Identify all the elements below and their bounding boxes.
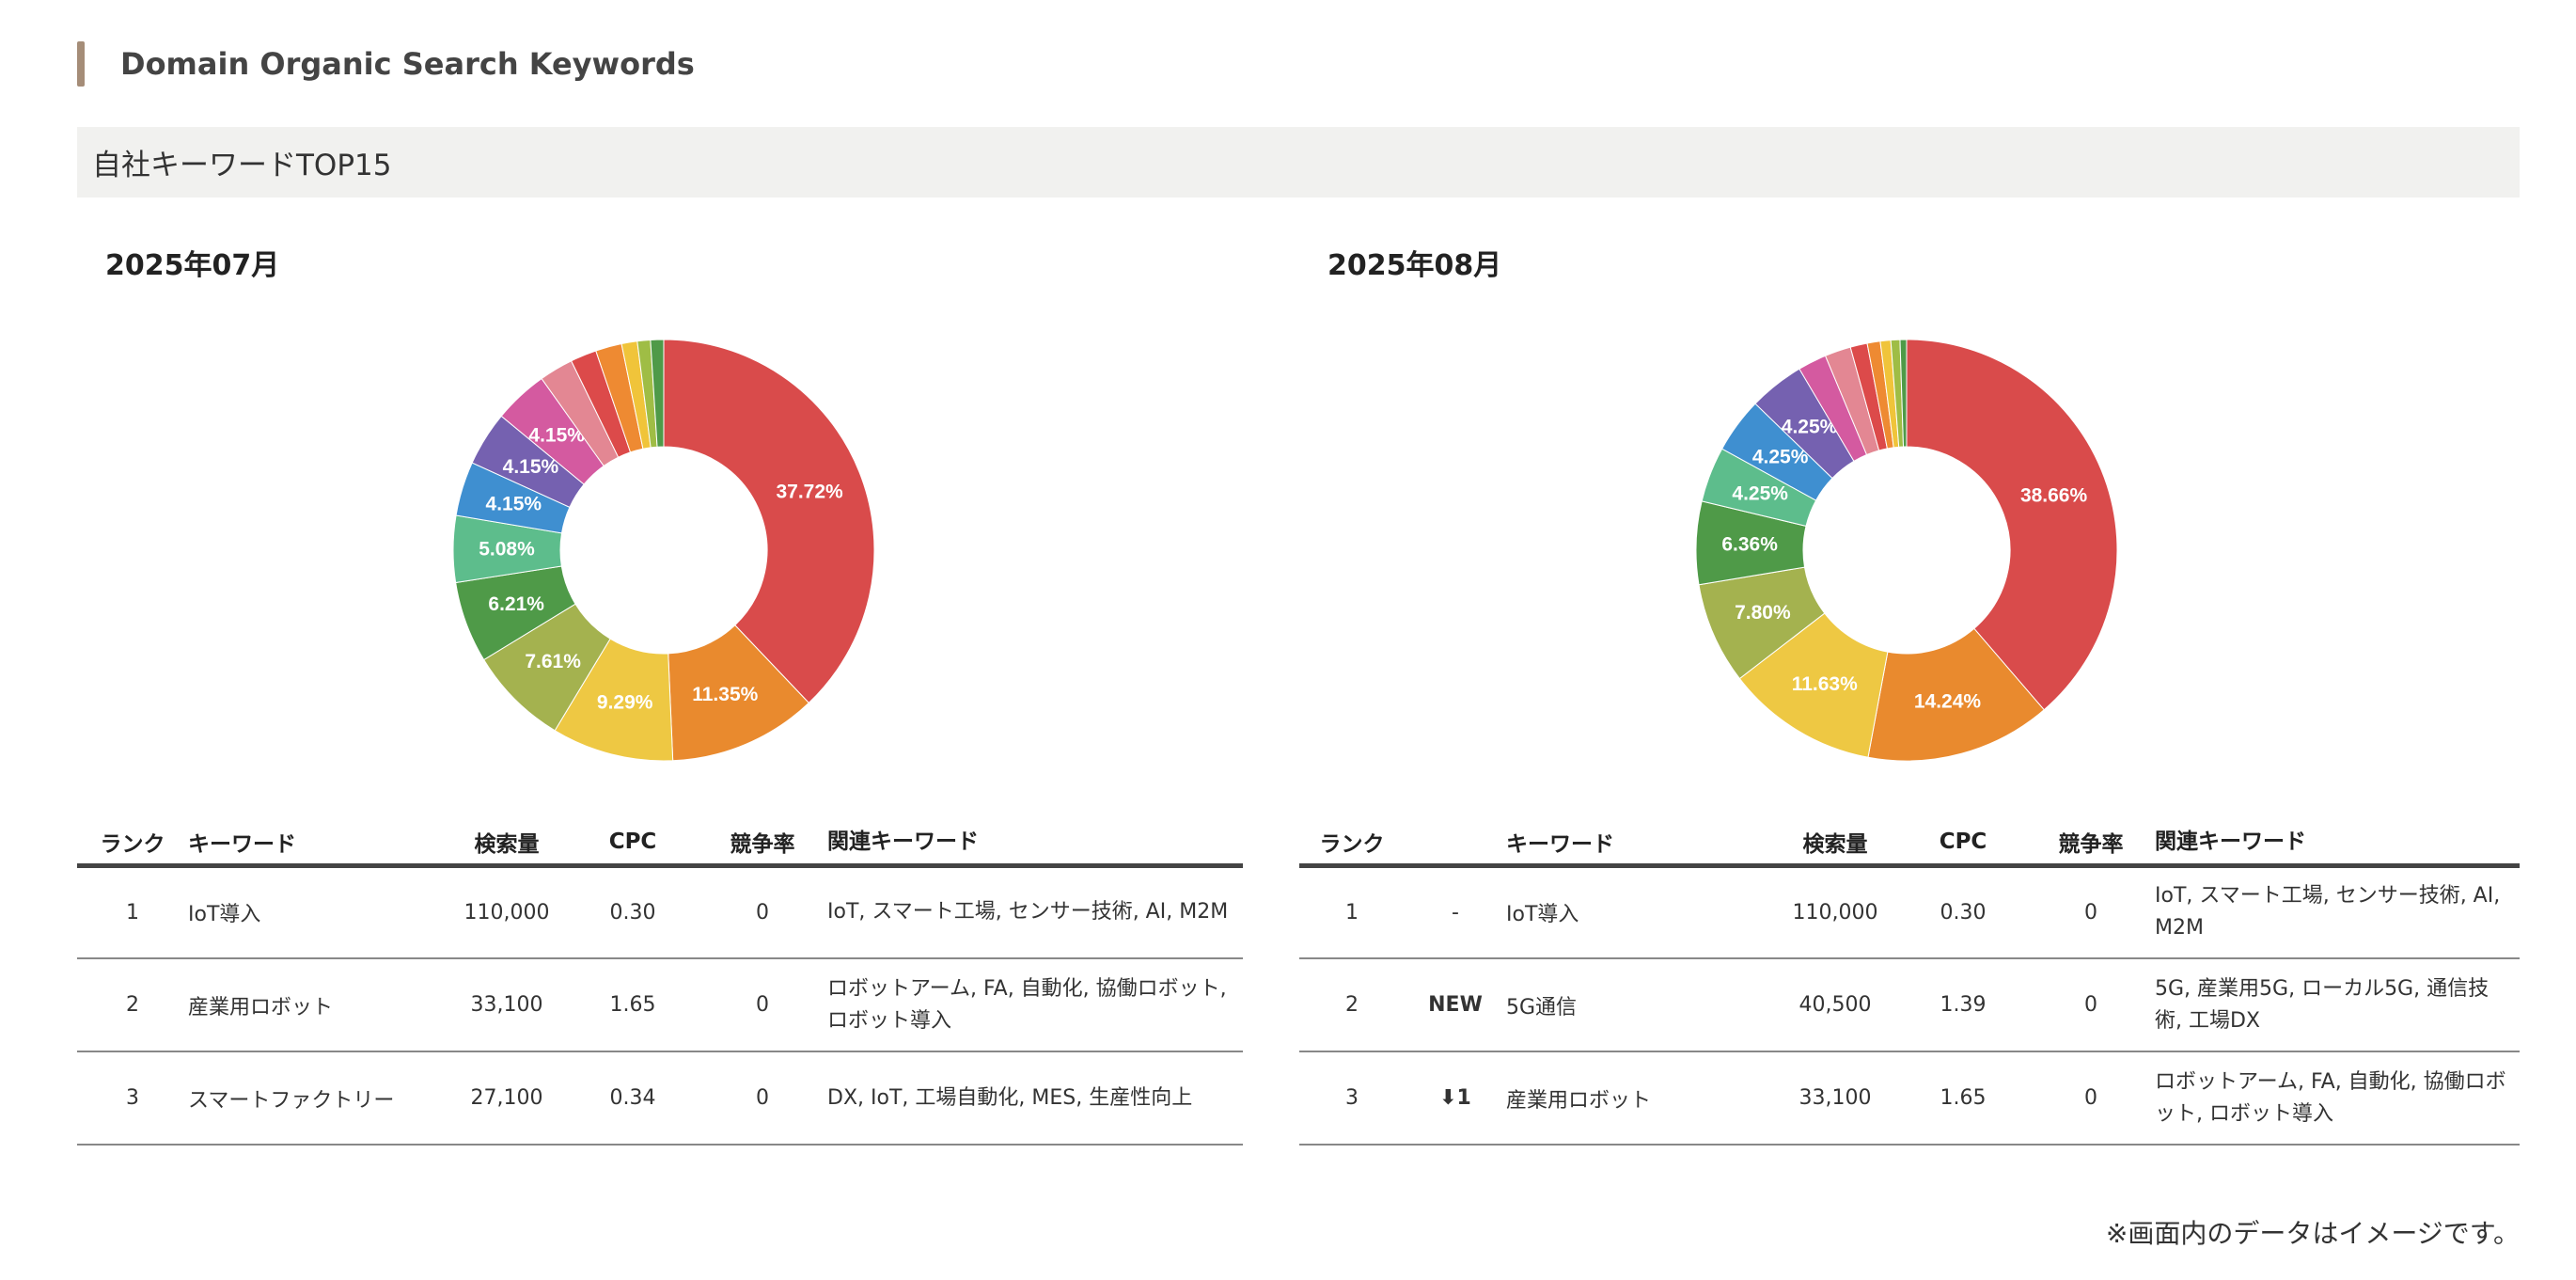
table-row: 3 ⬇1 産業用ロボット 33,100 1.65 0 ロボットアーム, FA, …	[1299, 1051, 2520, 1146]
cell-volume: 33,100	[446, 958, 568, 1052]
month-label: 2025年08月	[1327, 249, 1502, 282]
slice-label-1: 37.72%	[776, 482, 843, 503]
col-rank: ランク	[1299, 820, 1405, 868]
col-related: 関連キーワード	[2155, 820, 2520, 868]
month-label: 2025年07月	[105, 249, 280, 282]
donut-slice-1	[1906, 339, 2118, 711]
donut-chart: 37.72% 11.35% 9.29% 7.61% 6.21% 5.08% 4.15% 4.1…	[452, 339, 875, 762]
cell-competition: 0	[698, 865, 827, 959]
col-related: 関連キーワード	[827, 820, 1243, 868]
cell-rank: 3	[1299, 1051, 1405, 1146]
slice-label-2: 11.35%	[692, 684, 758, 705]
cell-cpc: 1.65	[568, 958, 698, 1052]
col-keyword: キーワード	[1506, 820, 1771, 868]
col-keyword: キーワード	[188, 820, 446, 868]
cell-keyword: スマートファクトリー	[188, 1051, 446, 1146]
cell-rank: 3	[77, 1051, 188, 1146]
col-change	[1405, 820, 1506, 868]
cell-keyword: 産業用ロボット	[1506, 1051, 1771, 1146]
slice-label-6: 4.25%	[1732, 482, 1788, 504]
table-row: 1 IoT導入 110,000 0.30 0 IoT, スマート工場, センサー…	[77, 865, 1243, 959]
donut-slice-1	[663, 339, 875, 704]
col-competition: 競争率	[698, 820, 827, 868]
cell-volume: 110,000	[1771, 865, 1899, 959]
col-volume: 検索量	[1771, 820, 1899, 868]
slice-label-7: 4.15%	[486, 494, 542, 515]
cell-volume: 40,500	[1771, 958, 1899, 1052]
cell-cpc: 0.30	[1899, 865, 2027, 959]
table-row: 2 NEW 5G通信 40,500 1.39 0 5G, 産業用5G, ローカル…	[1299, 958, 2520, 1052]
slice-label-3: 11.63%	[1792, 673, 1858, 695]
cell-competition: 0	[698, 1051, 827, 1146]
col-volume: 検索量	[446, 820, 568, 868]
cell-volume: 33,100	[1771, 1051, 1899, 1146]
cell-competition: 0	[698, 958, 827, 1052]
cell-keyword: IoT導入	[1506, 865, 1771, 959]
cell-keyword: IoT導入	[188, 865, 446, 959]
slice-label-3: 9.29%	[597, 691, 653, 713]
cell-cpc: 0.30	[568, 865, 698, 959]
cell-rank: 2	[77, 958, 188, 1052]
cell-rank: 1	[77, 865, 188, 959]
cell-change: -	[1405, 865, 1506, 959]
cell-competition: 0	[2027, 1051, 2155, 1146]
slice-label-8: 4.25%	[1782, 416, 1838, 437]
cell-volume: 27,100	[446, 1051, 568, 1146]
footnote: ※画面内のデータはイメージです。	[2105, 1218, 2520, 1249]
cell-competition: 0	[2027, 958, 2155, 1052]
cell-cpc: 1.65	[1899, 1051, 2027, 1146]
keyword-table: ランク キーワード 検索量 CPC 競争率 関連キーワード 1 IoT導入 11…	[77, 820, 1243, 1146]
table-row: 2 産業用ロボット 33,100 1.65 0 ロボットアーム, FA, 自動化…	[77, 958, 1243, 1052]
col-competition: 競争率	[2027, 820, 2155, 868]
table-row: 3 スマートファクトリー 27,100 0.34 0 DX, IoT, 工場自動…	[77, 1051, 1243, 1146]
col-cpc: CPC	[1899, 820, 2027, 868]
slice-label-5: 6.21%	[488, 593, 544, 615]
table-row: 1 - IoT導入 110,000 0.30 0 IoT, スマート工場, セン…	[1299, 865, 2520, 959]
cell-related: ロボットアーム, FA, 自動化, 協働ロボット, ロボット導入	[827, 958, 1243, 1052]
cell-volume: 110,000	[446, 865, 568, 959]
cell-related: DX, IoT, 工場自動化, MES, 生産性向上	[827, 1051, 1243, 1146]
slice-label-6: 5.08%	[479, 539, 535, 561]
col-rank: ランク	[77, 820, 188, 868]
slice-label-8: 4.15%	[503, 456, 559, 478]
cell-keyword: 産業用ロボット	[188, 958, 446, 1052]
keyword-table: ランク キーワード 検索量 CPC 競争率 関連キーワード 1 - IoT導入 …	[1299, 820, 2520, 1146]
slice-label-4: 7.80%	[1735, 602, 1791, 624]
cell-change-down-badge: ⬇1	[1405, 1051, 1506, 1146]
cell-keyword: 5G通信	[1506, 958, 1771, 1052]
donut-chart: 38.66% 14.24% 11.63% 7.80% 6.36% 4.25% 4.25% 4.…	[1695, 339, 2118, 762]
slice-label-2: 14.24%	[1914, 691, 1982, 713]
cell-cpc: 0.34	[568, 1051, 698, 1146]
table-header-row: ランク キーワード 検索量 CPC 競争率 関連キーワード	[77, 820, 1243, 868]
slice-label-1: 38.66%	[2020, 484, 2088, 506]
donut-slice-15	[1899, 339, 1908, 448]
slice-label-7: 4.25%	[1752, 446, 1809, 467]
page-title: Domain Organic Search Keywords	[120, 46, 695, 82]
donut-slice-15	[650, 339, 665, 448]
cell-competition: 0	[2027, 865, 2155, 959]
cell-related: IoT, スマート工場, センサー技術, AI, M2M	[827, 865, 1243, 959]
table-header-row: ランク キーワード 検索量 CPC 競争率 関連キーワード	[1299, 820, 2520, 868]
cell-related: IoT, スマート工場, センサー技術, AI, M2M	[2155, 865, 2520, 959]
accent-bar	[77, 41, 85, 87]
subheader: 自社キーワードTOP15	[77, 127, 2520, 198]
section-title: Domain Organic Search Keywords	[77, 41, 695, 87]
slice-label-4: 7.61%	[525, 651, 581, 672]
cell-rank: 2	[1299, 958, 1405, 1052]
cell-cpc: 1.39	[1899, 958, 2027, 1052]
cell-related: 5G, 産業用5G, ローカル5G, 通信技術, 工場DX	[2155, 958, 2520, 1052]
slice-label-5: 6.36%	[1721, 534, 1778, 556]
cell-related: ロボットアーム, FA, 自動化, 協働ロボット, ロボット導入	[2155, 1051, 2520, 1146]
col-cpc: CPC	[568, 820, 698, 868]
cell-change-new-badge: NEW	[1405, 958, 1506, 1052]
cell-rank: 1	[1299, 865, 1405, 959]
slice-label-9: 4.15%	[528, 424, 585, 446]
donut-slice-2	[1867, 627, 2045, 762]
